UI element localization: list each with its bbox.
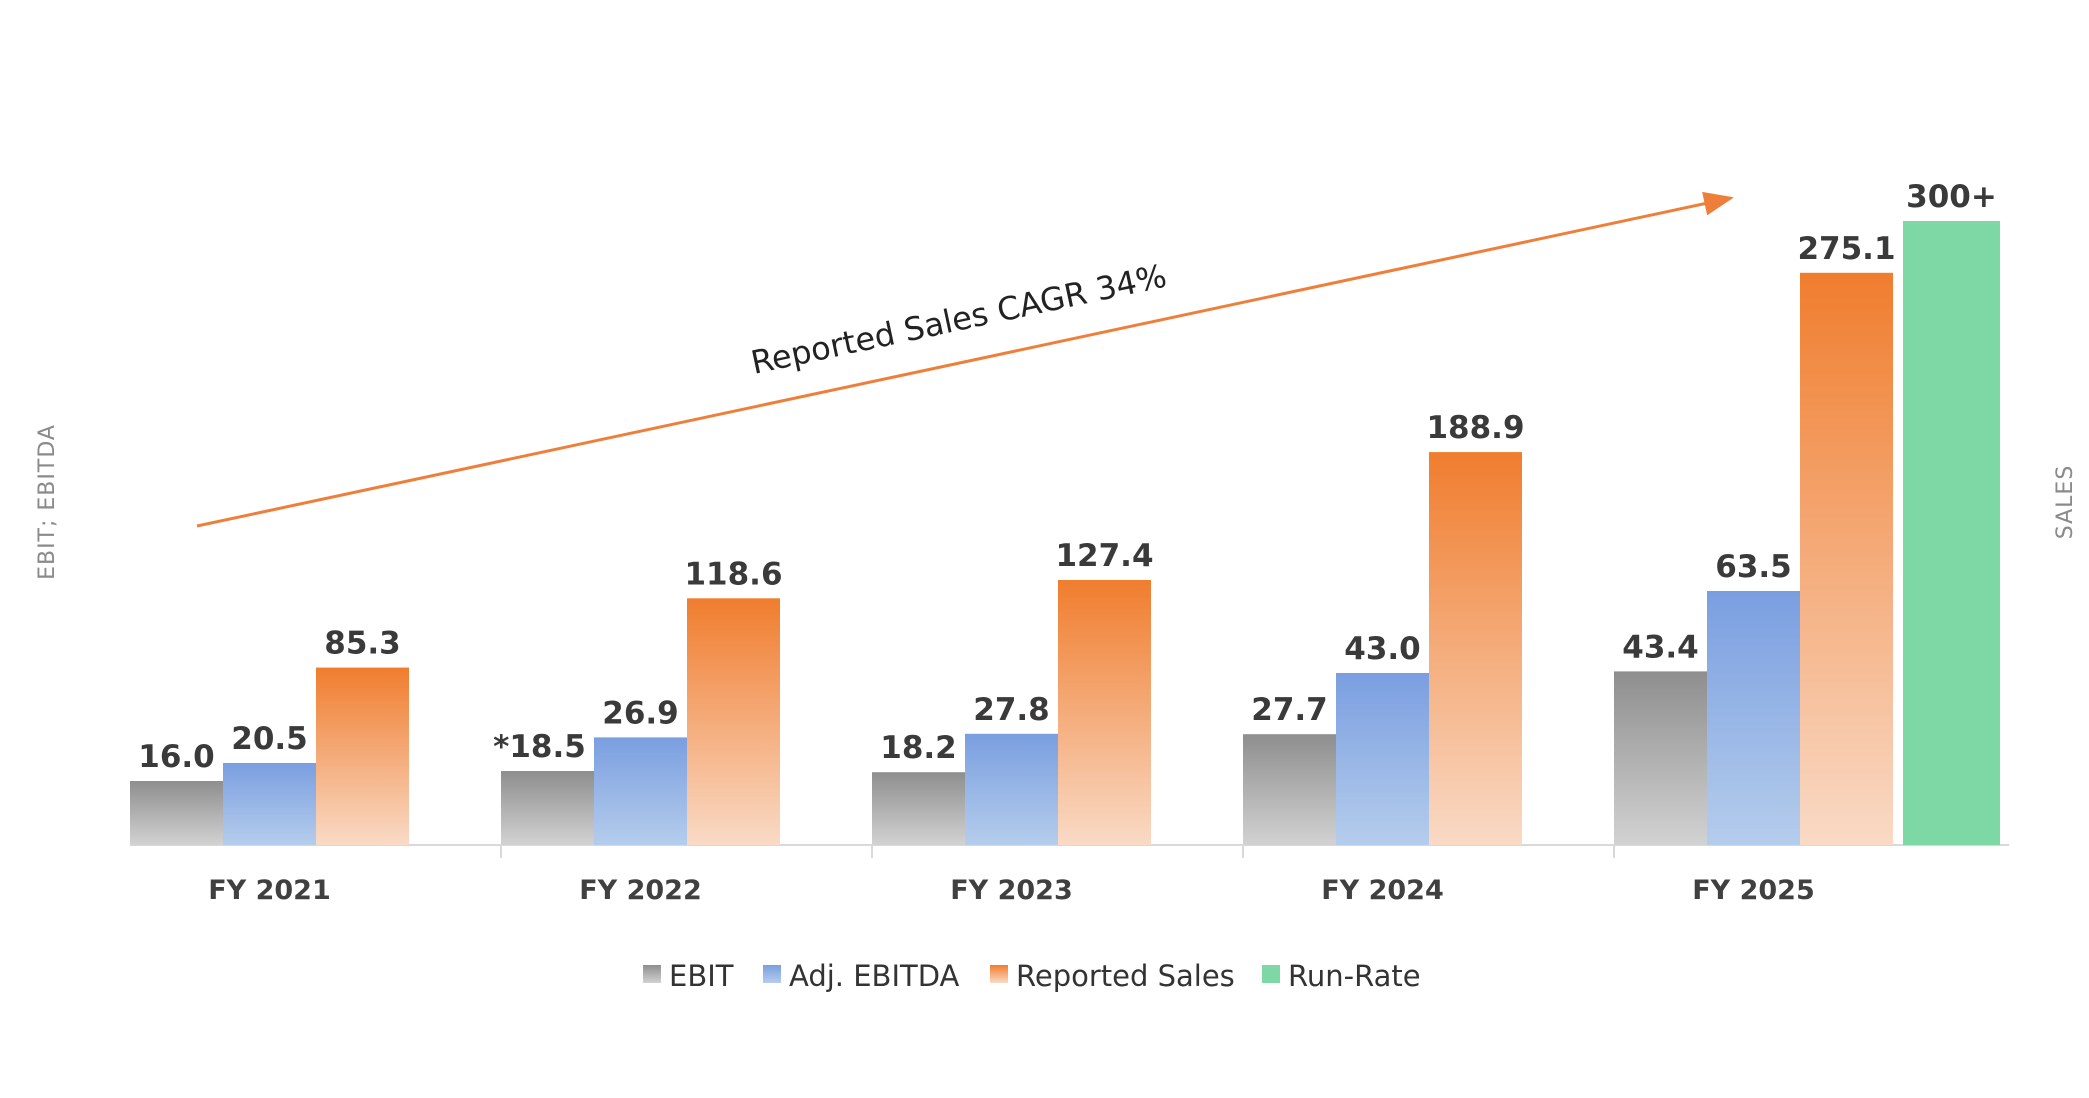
category-label: FY 2025 [1692,875,1815,906]
bar-reported-sales-fy-2021 [316,667,409,845]
cagr-arrow [196,191,1734,528]
bar-adj-ebitda-fy-2021 [223,763,316,845]
data-label: 300+ [1906,179,1997,215]
legend-swatch [643,965,661,983]
data-label: 85.3 [324,626,401,662]
data-label: 27.7 [1251,692,1328,728]
bar-ebit-fy-2021 [130,781,223,845]
data-label: 26.9 [602,695,679,731]
legend-swatch [763,965,781,983]
category-label: FY 2023 [950,875,1073,906]
legend-entry: Adj. EBITDA [789,959,960,993]
legend-swatch [1262,965,1280,983]
bar-ebit-fy-2022 [501,771,594,845]
y-axis-right-label: SALES [2053,465,2078,540]
category-label: FY 2022 [579,875,702,906]
bar-ebit-fy-2024 [1243,734,1336,845]
bar-adj-ebitda-fy-2025 [1707,591,1800,845]
data-label: 27.8 [973,692,1050,728]
bar-run-rate-fy-2025 [1903,221,2000,845]
category-label: FY 2024 [1321,875,1444,906]
legend-swatch [990,965,1008,983]
legend-entry: EBIT [669,959,734,993]
legend-entry: Run-Rate [1288,959,1421,993]
data-label: 127.4 [1055,538,1153,574]
data-label: *18.5 [493,729,586,765]
data-label: 18.2 [880,730,957,766]
bar-reported-sales-fy-2024 [1429,452,1522,845]
y-axis-left-label: EBIT; EBITDA [35,424,60,580]
bar-reported-sales-fy-2023 [1058,580,1151,845]
legend: EBIT Adj. EBITDA Reported Sales Run-Rate [643,959,1421,993]
bar-adj-ebitda-fy-2024 [1336,673,1429,845]
data-label: 43.0 [1344,631,1421,667]
bar-adj-ebitda-fy-2022 [594,737,687,845]
data-label: 188.9 [1426,410,1524,446]
bar-ebit-fy-2025 [1614,671,1707,845]
bar-reported-sales-fy-2022 [687,598,780,845]
bar-ebit-fy-2023 [872,772,965,845]
bar-reported-sales-fy-2025 [1800,272,1893,845]
legend-entry: Reported Sales [1016,959,1235,993]
category-label: FY 2021 [208,875,331,906]
data-label: 20.5 [231,721,308,757]
data-label: 63.5 [1715,549,1792,585]
data-label: 16.0 [138,739,215,775]
data-label: 43.4 [1622,629,1699,665]
bar-adj-ebitda-fy-2023 [965,733,1058,845]
data-label: 275.1 [1797,231,1895,267]
data-label: 118.6 [684,556,782,592]
